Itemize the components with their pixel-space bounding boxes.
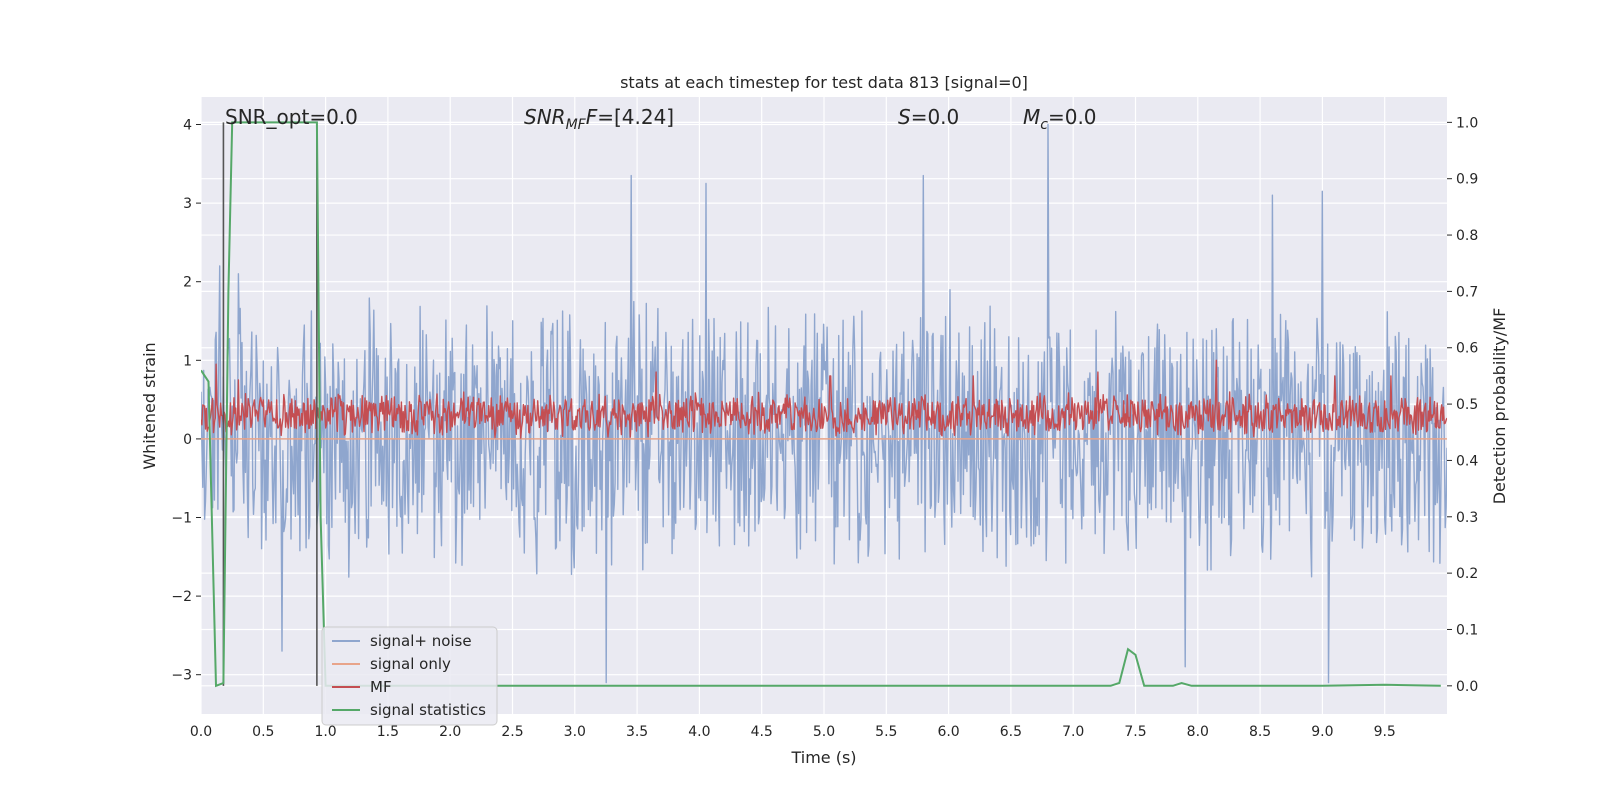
annotation-snr-opt: SNR_opt=0.0 (225, 105, 358, 129)
right-y-axis-label: Detection probability/MF (1490, 308, 1509, 505)
x-tick-label: 2.0 (439, 724, 461, 740)
series-signal-noise (201, 123, 1447, 684)
series-layer (201, 121, 1447, 688)
x-tick-label: 1.5 (377, 724, 399, 740)
right-y-tick-label: 0.3 (1456, 510, 1478, 526)
x-tick-label: 7.0 (1062, 724, 1084, 740)
x-tick-label: 0.0 (190, 724, 212, 740)
right-y-tick-label: 0.8 (1456, 228, 1478, 244)
x-tick-label: 3.5 (626, 724, 648, 740)
x-tick-label: 9.5 (1374, 724, 1396, 740)
right-y-tick-label: 0.4 (1456, 453, 1478, 469)
legend-label-signal-noise: signal+ noise (370, 632, 472, 650)
right-y-tick-label: 0.2 (1456, 566, 1478, 582)
legend-label-signal-statistics: signal statistics (370, 701, 486, 719)
left-y-tick-label: −1 (171, 511, 192, 527)
x-tick-label: 5.0 (813, 724, 835, 740)
legend-box (321, 626, 498, 726)
left-y-tick-label: 0 (183, 432, 192, 448)
x-tick-label: 6.0 (937, 724, 959, 740)
left-y-tick-label: 2 (183, 275, 192, 291)
legend-label-signal-only: signal only (370, 655, 451, 673)
x-tick-label: 8.0 (1187, 724, 1209, 740)
annotation-s: S=0.0 (898, 105, 959, 129)
right-y-tick-label: 0.7 (1456, 284, 1478, 300)
x-tick-label: 0.5 (252, 724, 274, 740)
x-tick-label: 4.5 (751, 724, 773, 740)
left-y-tick-label: −2 (171, 589, 192, 605)
right-y-axis-ticks: 0.0 0.1 0.2 0.3 0.4 0.5 0.6 0.7 0.8 0.9 1.0 (1447, 115, 1478, 695)
right-y-tick-label: 0.1 (1456, 622, 1478, 638)
left-y-axis-label: Whitened strain (140, 342, 159, 469)
left-y-axis-ticks: −3 −2 −1 0 1 2 3 4 (171, 118, 201, 684)
left-y-tick-label: 4 (183, 118, 192, 134)
right-y-tick-label: 1.0 (1456, 115, 1478, 131)
right-y-tick-label: 0.6 (1456, 341, 1478, 357)
annotation-snr-mf: SNRMFF=[4.24] (524, 105, 674, 133)
x-tick-label: 1.0 (314, 724, 336, 740)
x-tick-label: 9.0 (1311, 724, 1333, 740)
left-y-tick-label: 1 (183, 353, 192, 369)
x-axis-label: Time (s) (790, 748, 856, 767)
legend-label-mf: MF (370, 678, 392, 696)
right-y-tick-label: 0.0 (1456, 679, 1478, 695)
legend: signal+ noise signal only MF signal stat… (321, 626, 498, 726)
left-y-tick-label: 3 (183, 196, 192, 212)
x-tick-label: 2.5 (501, 724, 523, 740)
right-y-tick-label: 0.5 (1456, 397, 1478, 413)
x-tick-label: 7.5 (1124, 724, 1146, 740)
x-axis-ticks: 0.0 0.5 1.0 1.5 2.0 2.5 3.0 3.5 4.0 4.5 5.0 5.5 6.0 6… (190, 724, 1396, 740)
series-signal-statistics (201, 121, 1441, 688)
x-tick-label: 8.5 (1249, 724, 1271, 740)
left-y-tick-label: −3 (171, 668, 192, 684)
x-tick-label: 3.0 (564, 724, 586, 740)
series-mf (201, 359, 1447, 439)
x-tick-label: 5.5 (875, 724, 897, 740)
right-y-tick-label: 0.9 (1456, 172, 1478, 188)
x-tick-label: 4.0 (688, 724, 710, 740)
chart-title: stats at each timestep for test data 813… (620, 73, 1028, 92)
x-tick-label: 6.5 (1000, 724, 1022, 740)
annotation-mc: Mc=0.0 (1023, 105, 1097, 133)
